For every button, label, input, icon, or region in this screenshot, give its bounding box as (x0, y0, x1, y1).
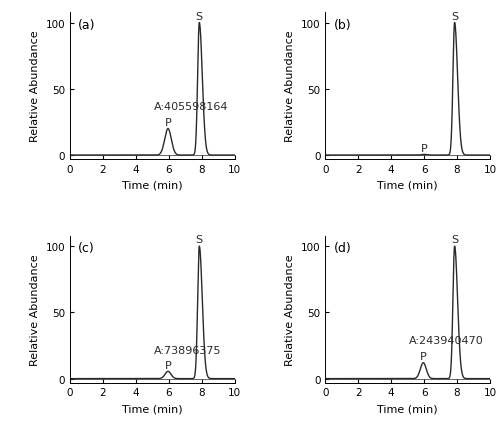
X-axis label: Time (min): Time (min) (378, 180, 438, 190)
Text: P: P (420, 352, 426, 362)
Text: S: S (196, 12, 203, 22)
Text: (b): (b) (334, 19, 351, 32)
Text: S: S (451, 12, 458, 22)
Y-axis label: Relative Abundance: Relative Abundance (286, 254, 296, 365)
Text: (a): (a) (78, 19, 96, 32)
Text: A:243940470: A:243940470 (410, 336, 484, 346)
Text: (c): (c) (78, 242, 95, 255)
Text: P: P (164, 117, 172, 127)
Text: A:73896375: A:73896375 (154, 345, 222, 355)
Text: P: P (420, 144, 428, 154)
X-axis label: Time (min): Time (min) (378, 403, 438, 413)
Text: S: S (451, 235, 458, 245)
Y-axis label: Relative Abundance: Relative Abundance (286, 31, 296, 142)
X-axis label: Time (min): Time (min) (122, 180, 182, 190)
Y-axis label: Relative Abundance: Relative Abundance (30, 254, 40, 365)
Text: A:405598164: A:405598164 (154, 102, 228, 112)
X-axis label: Time (min): Time (min) (122, 403, 182, 413)
Text: S: S (196, 235, 203, 245)
Y-axis label: Relative Abundance: Relative Abundance (30, 31, 40, 142)
Text: (d): (d) (334, 242, 351, 255)
Text: P: P (164, 360, 172, 370)
